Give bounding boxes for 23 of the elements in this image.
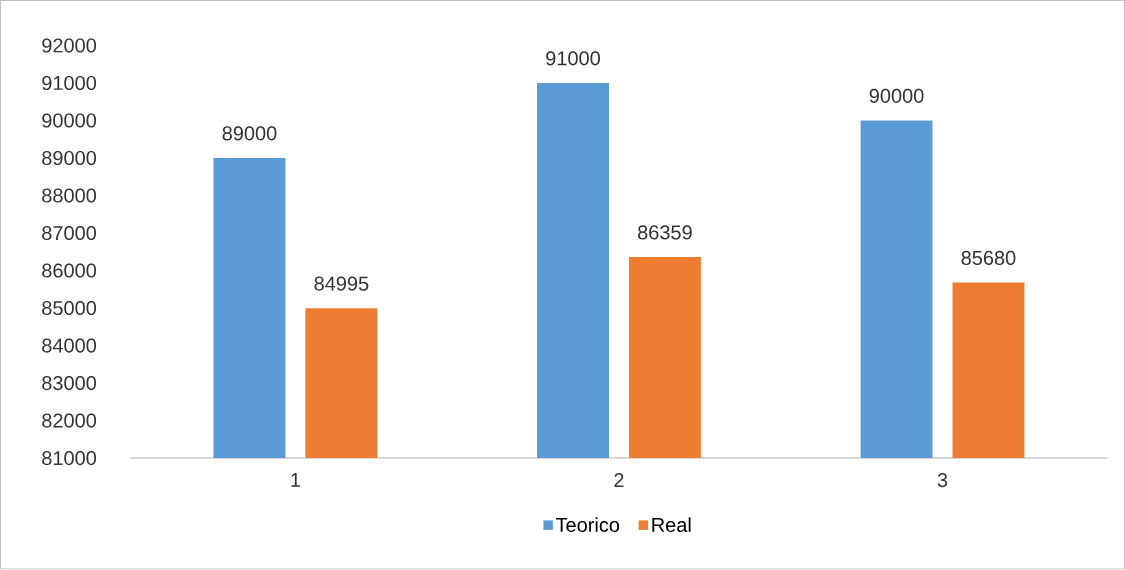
x-tick-label: 2 — [614, 473, 624, 488]
y-tick-label: 81000 — [42, 451, 97, 466]
y-tick-label: 91000 — [42, 76, 97, 91]
y-tick-label: 85000 — [42, 301, 97, 316]
data-label: 86359 — [638, 225, 692, 240]
data-label: 84995 — [314, 276, 369, 291]
y-tick-label: 90000 — [42, 113, 97, 128]
y-tick-label: 89000 — [42, 151, 97, 166]
y-tick-label: 87000 — [42, 226, 97, 241]
y-tick-label: 82000 — [42, 413, 97, 428]
y-tick-label: 86000 — [42, 263, 97, 278]
legend-label: Teorico — [555, 517, 620, 533]
legend-label: Real — [652, 517, 691, 533]
x-tick-label: 3 — [937, 473, 948, 488]
data-label: 89000 — [222, 126, 277, 141]
y-tick-label: 92000 — [42, 38, 97, 53]
y-tick-label: 83000 — [42, 376, 97, 391]
data-label: 91000 — [546, 51, 600, 66]
data-label: 85680 — [961, 251, 1016, 266]
x-tick-label: 1 — [291, 473, 300, 487]
y-tick-label: 88000 — [42, 188, 97, 203]
data-label: 90000 — [869, 89, 924, 104]
y-tick-label: 84000 — [42, 338, 97, 353]
